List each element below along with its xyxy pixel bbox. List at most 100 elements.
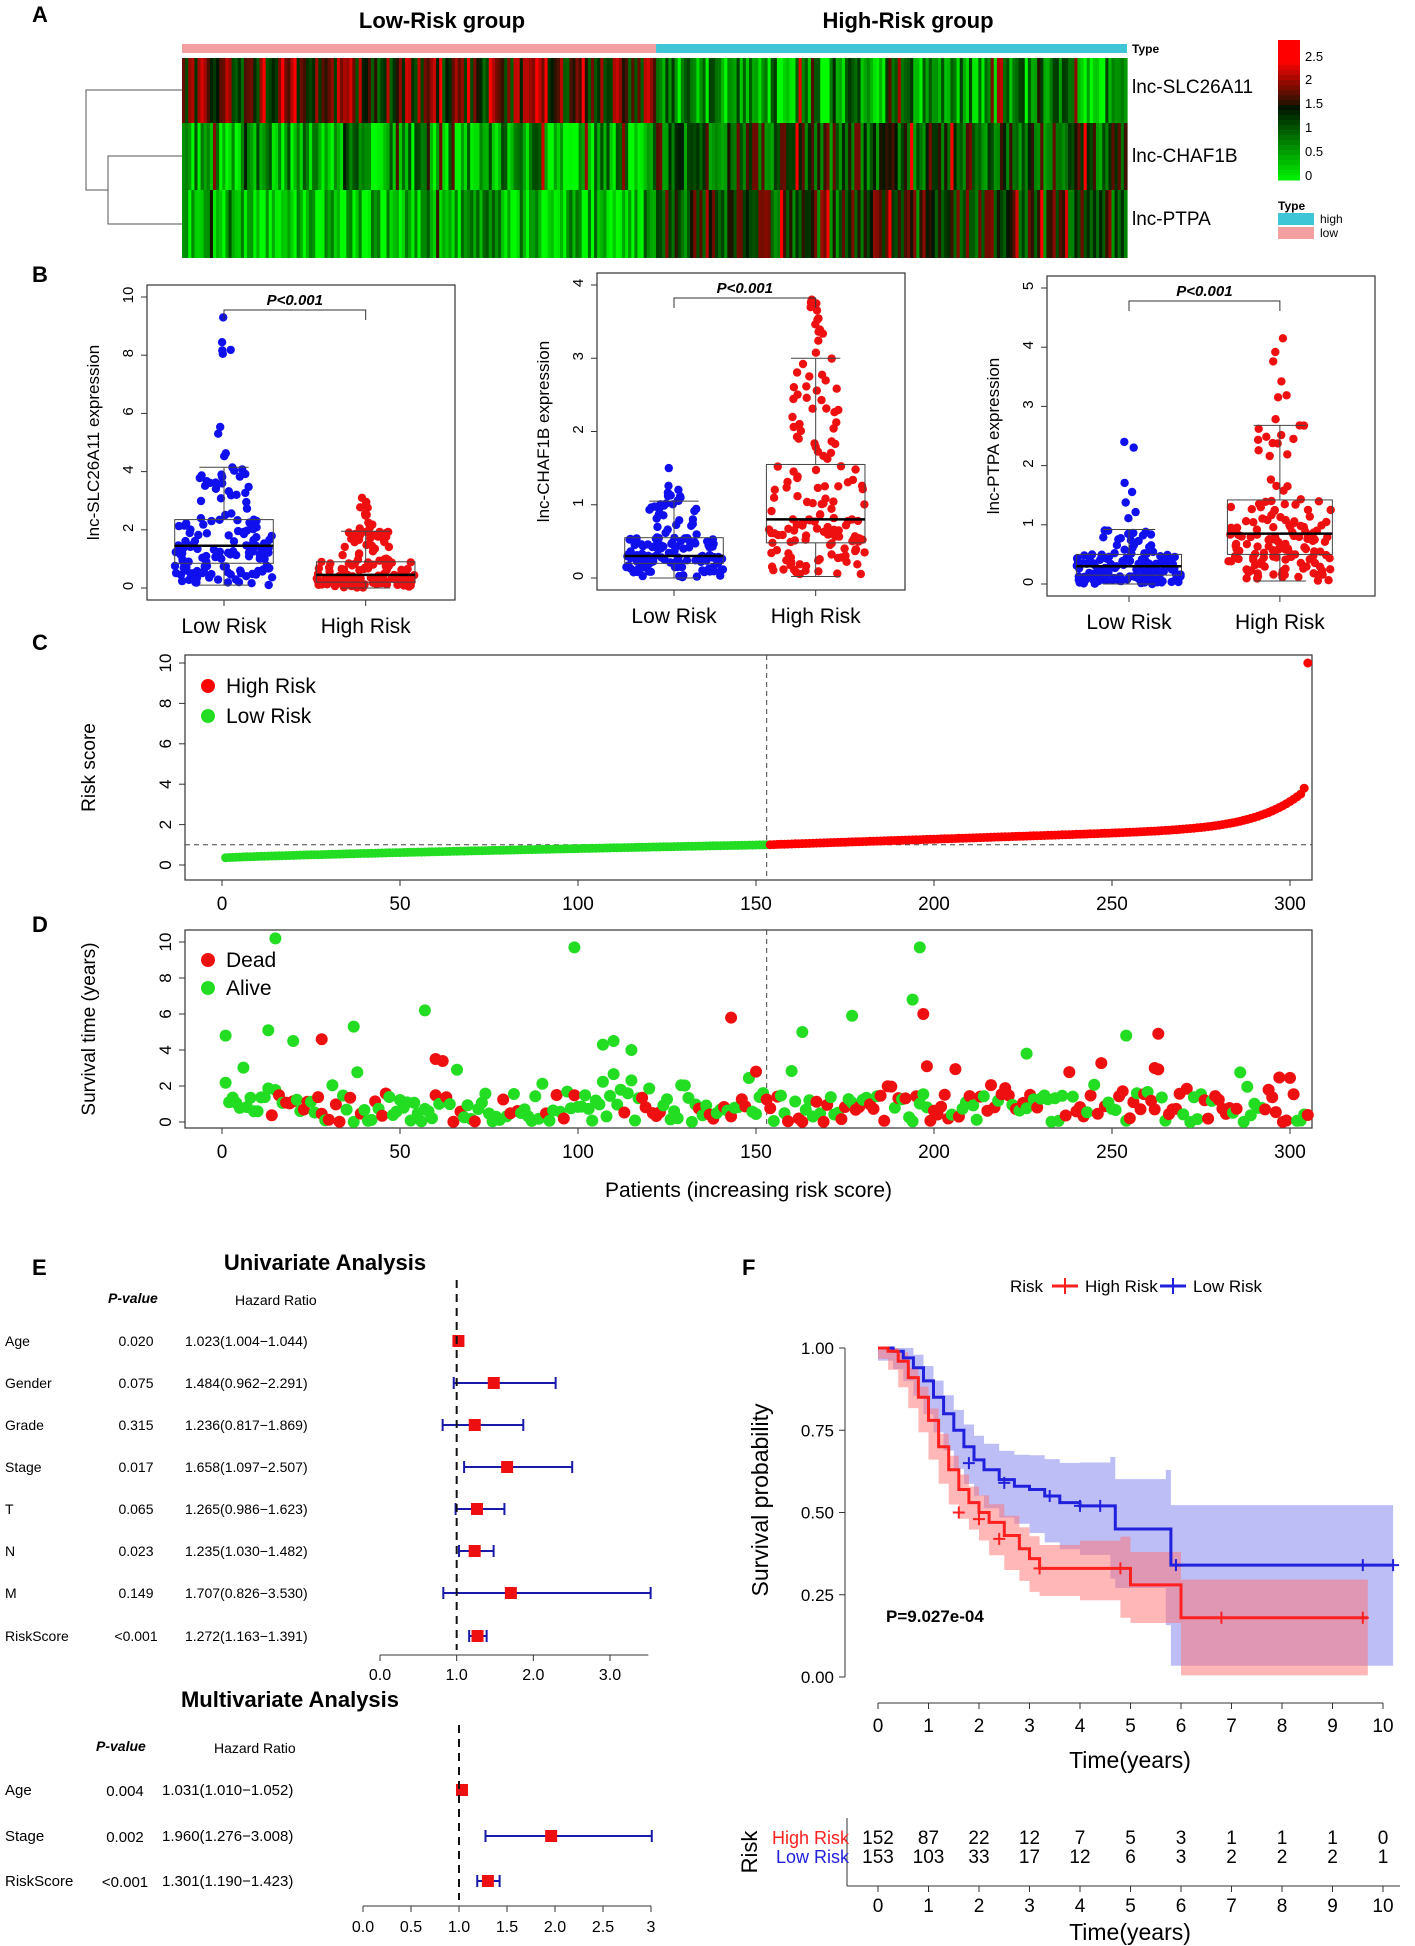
heatmap-cell <box>1105 123 1110 190</box>
patient-point <box>443 1098 456 1111</box>
heatmap-cell <box>237 123 242 190</box>
heatmap-cell <box>271 190 276 258</box>
heatmap-cell <box>216 58 220 123</box>
heatmap-cell <box>1086 190 1091 258</box>
heatmap-cell <box>364 58 369 123</box>
heatmap-cell <box>804 190 809 258</box>
x-tick-label: 8 <box>1277 1716 1288 1737</box>
heatmap-cell <box>581 58 586 123</box>
heatmap-cell <box>730 123 735 190</box>
patient-point <box>1066 1090 1079 1103</box>
heatmap-cell <box>618 190 623 258</box>
hazard-ratio-marker <box>504 1587 517 1599</box>
heatmap-cell <box>560 190 564 258</box>
patient-point <box>475 1096 488 1109</box>
heatmap-cell <box>1099 58 1103 123</box>
data-point <box>406 575 415 584</box>
patient-point <box>600 1110 613 1123</box>
heatmap-cell <box>776 58 781 123</box>
heatmap-cell <box>432 123 437 190</box>
data-point <box>218 346 227 355</box>
heatmap-cell <box>643 123 648 190</box>
heatmap-cell <box>491 58 496 123</box>
heatmap-cell <box>318 123 323 190</box>
data-point <box>1075 578 1084 587</box>
data-point <box>205 573 214 582</box>
data-point <box>217 554 226 563</box>
heatmap-cell <box>1006 123 1010 190</box>
patient-point <box>643 1082 656 1095</box>
heatmap-cell <box>934 190 939 258</box>
y-axis-label: Survival probability <box>747 1403 773 1597</box>
data-point <box>1249 518 1258 527</box>
heatmap-cell <box>439 190 443 258</box>
heatmap-cell <box>699 123 704 190</box>
patient-point <box>725 1011 738 1024</box>
data-point <box>808 499 817 508</box>
heatmap-cell <box>925 58 930 123</box>
data-point <box>1300 543 1309 552</box>
patient-point <box>835 1113 848 1126</box>
heatmap-cell <box>789 123 793 190</box>
heatmap-cell <box>507 58 512 123</box>
patient-point <box>586 1114 599 1127</box>
patient-point <box>963 1090 976 1103</box>
heatmap-cell <box>838 58 843 123</box>
risk-table-count-low: 153 <box>862 1847 894 1868</box>
data-point <box>801 535 810 544</box>
patient-point <box>967 1099 980 1112</box>
heatmap-cell <box>711 190 716 258</box>
heatmap-cell <box>284 58 288 123</box>
heatmap-cell <box>414 190 419 258</box>
data-point <box>1305 512 1315 521</box>
hazard-ratio-text: 1.301(1.190−1.423) <box>162 1873 293 1890</box>
risk-table-count-low: 2 <box>1327 1847 1338 1868</box>
heatmap-cell <box>194 58 199 123</box>
data-point <box>337 564 346 574</box>
p-value: 0.023 <box>118 1543 153 1559</box>
heatmap-cell <box>572 123 577 190</box>
data-point <box>814 336 823 345</box>
colorbar-segment <box>1278 80 1300 86</box>
colorbar-tick: 1 <box>1305 120 1312 135</box>
heatmap-cell <box>587 58 592 123</box>
patient-point <box>604 1089 616 1102</box>
patient-point <box>917 1008 930 1020</box>
heatmap-cell <box>1030 190 1035 258</box>
data-point <box>1282 391 1291 400</box>
heatmap-cell <box>312 58 316 123</box>
patient-point <box>507 1088 520 1100</box>
heatmap-cell <box>367 190 372 258</box>
data-point <box>1128 543 1137 553</box>
x-tick-label: 0.0 <box>369 1667 391 1684</box>
heatmap-cell <box>1080 123 1085 190</box>
heatmap-cell <box>944 123 948 190</box>
heatmap-cell <box>510 123 515 190</box>
heatmap-cell <box>315 123 319 190</box>
heatmap-cell <box>1018 58 1023 123</box>
heatmap-cell <box>498 58 502 123</box>
heatmap-cell <box>206 58 211 123</box>
heatmap-cell <box>789 190 793 258</box>
heatmap-cell <box>488 190 493 258</box>
data-point <box>1305 555 1314 564</box>
heatmap-cell <box>727 123 732 190</box>
heatmap-cell <box>445 190 450 258</box>
x-tick-label: 2 <box>974 1716 985 1737</box>
risk-point <box>1303 658 1313 668</box>
patient-point <box>938 1088 951 1101</box>
colorbar-segment <box>1278 45 1300 51</box>
heatmap-cell <box>603 190 608 258</box>
heatmap-cell <box>268 58 273 123</box>
heatmap-cell <box>999 123 1004 190</box>
heatmap-cell <box>916 190 921 258</box>
heatmap-cell <box>897 190 902 258</box>
heatmap-cell <box>910 58 914 123</box>
data-point <box>1253 542 1262 551</box>
heatmap-cell <box>931 58 936 123</box>
heatmap-cell <box>429 58 434 123</box>
heatmap-cell <box>903 58 908 123</box>
x-tick-label: 5 <box>1125 1716 1136 1737</box>
heatmap-cell <box>1043 123 1048 190</box>
